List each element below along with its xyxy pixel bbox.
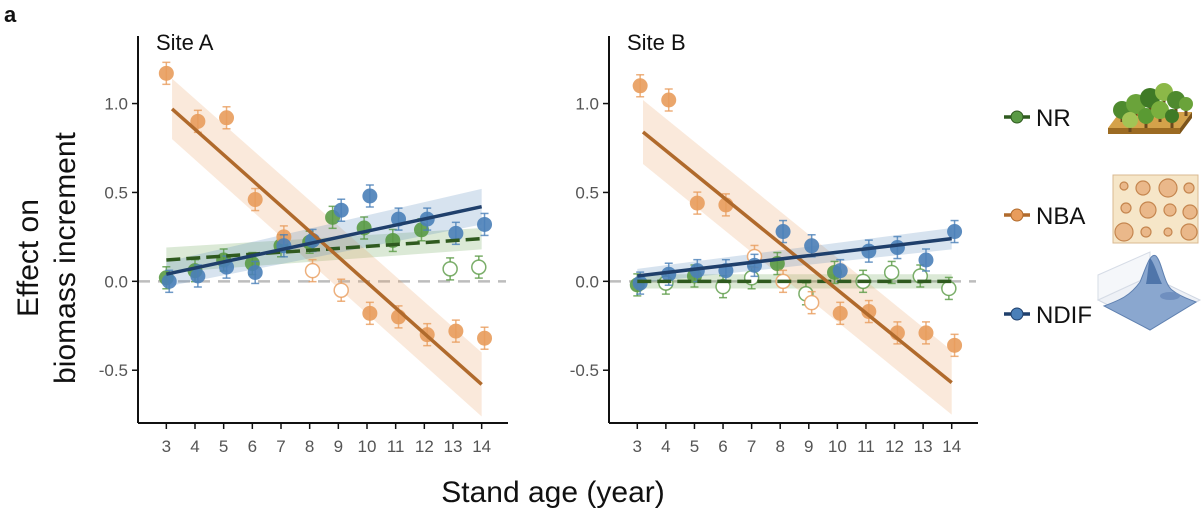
data-point-nba [803, 290, 820, 315]
legend-label: NDIF [1036, 302, 1092, 329]
data-point-nba [448, 319, 464, 343]
legend-item-nba: NBA [1004, 203, 1085, 230]
y-tick-label: 1.0 [104, 95, 128, 114]
y-axis-title-line-1: Effect on [12, 199, 45, 317]
x-tick-label: 14 [942, 437, 961, 456]
data-point-nr [471, 255, 487, 279]
x-tick-label: 3 [162, 437, 171, 456]
x-tick-label: 5 [219, 437, 228, 456]
data-point-nr [883, 260, 900, 285]
data-point-ndif [477, 212, 493, 237]
x-tick-label: 8 [775, 437, 784, 456]
x-tick-label: 11 [857, 437, 875, 456]
data-point-nr [715, 274, 731, 299]
data-point-nba [247, 187, 263, 212]
x-tick-label: 7 [276, 437, 285, 456]
data-point-nba [632, 74, 648, 98]
panel-label: a [4, 2, 17, 27]
x-tick-label: 3 [633, 437, 642, 456]
trend-line-ndif [637, 236, 952, 278]
trend-line-nr [166, 236, 482, 262]
data-point-nba [661, 88, 677, 112]
data-point-nba [333, 278, 349, 302]
x-tick-label: 5 [690, 437, 699, 456]
surface-plot-icon [1096, 251, 1202, 331]
forest-plot-icon [1108, 83, 1193, 134]
data-point-nba [362, 301, 378, 326]
x-tick-label: 14 [472, 437, 491, 456]
x-tick-label: 11 [387, 437, 405, 456]
data-point-nba [219, 106, 235, 130]
y-tick-label: 0.0 [575, 272, 599, 291]
data-point-nr [912, 264, 929, 288]
data-point-nr [442, 257, 458, 281]
data-point-ndif [362, 184, 378, 208]
data-point-ndif [632, 271, 648, 295]
legend-item-nr: NR [1004, 105, 1071, 132]
y-tick-label: 1.0 [575, 95, 599, 114]
x-tick-label: 8 [305, 437, 314, 456]
data-point-nba [947, 333, 963, 358]
x-tick-label: 4 [190, 437, 199, 456]
panel-title: Site B [627, 30, 686, 55]
y-tick-label: -0.5 [99, 361, 128, 380]
data-point-nba [861, 299, 877, 324]
data-point-ndif [448, 221, 464, 246]
data-point-nba [477, 326, 493, 350]
data-point-ndif [247, 260, 263, 285]
data-point-nba [304, 258, 321, 283]
x-tick-label: 6 [248, 437, 257, 456]
chart-panel-site-a: Site A -0.5 0.0 0.5 1.0 3 4 5 6 7 8 9 10 11 12 13 14 [99, 30, 508, 456]
x-tick-label: 6 [718, 437, 727, 456]
y-tick-label: 0.5 [104, 183, 128, 202]
data-point-nba [918, 321, 934, 345]
panel-title: Site A [156, 30, 214, 55]
x-tick-label: 7 [747, 437, 756, 456]
x-tick-label: 12 [415, 437, 434, 456]
y-tick-label: 0.0 [104, 272, 128, 291]
data-point-nba [832, 301, 848, 326]
confidence-band-nr [166, 228, 482, 273]
x-axis-title: Stand age (year) [441, 476, 664, 509]
data-point-nba [689, 191, 705, 215]
y-tick-label: 0.5 [575, 183, 599, 202]
x-tick-label: 4 [661, 437, 670, 456]
x-tick-label: 12 [885, 437, 904, 456]
data-point-ndif [918, 248, 934, 272]
circles-grid-icon [1112, 174, 1199, 244]
x-tick-label: 10 [828, 437, 847, 456]
x-tick-label: 13 [914, 437, 933, 456]
x-tick-label: 9 [334, 437, 343, 456]
legend-label: NR [1036, 105, 1071, 132]
x-tick-label: 13 [444, 437, 463, 456]
y-axis-title-line-2: biomass increment [49, 131, 82, 383]
trend-line-nba [170, 107, 483, 386]
data-point-ndif [333, 198, 349, 222]
y-tick-label: -0.5 [570, 361, 599, 380]
data-point-ndif [161, 269, 177, 294]
x-tick-label: 10 [358, 437, 377, 456]
legend-label: NBA [1036, 203, 1085, 230]
x-tick-label: 9 [804, 437, 813, 456]
legend: NR NBA NDIF [1004, 83, 1202, 331]
chart-panel-site-b: Site B -0.5 0.0 0.5 1.0 3 4 5 6 7 8 9 10 11 12 13 14 [570, 30, 978, 456]
y-axis-title: Effect on biomass increment [12, 131, 82, 383]
legend-item-ndif: NDIF [1004, 302, 1092, 329]
data-point-ndif [947, 219, 963, 244]
data-point-nba [158, 61, 174, 86]
data-point-nba [190, 109, 206, 134]
trend-line-ndif [165, 204, 483, 276]
